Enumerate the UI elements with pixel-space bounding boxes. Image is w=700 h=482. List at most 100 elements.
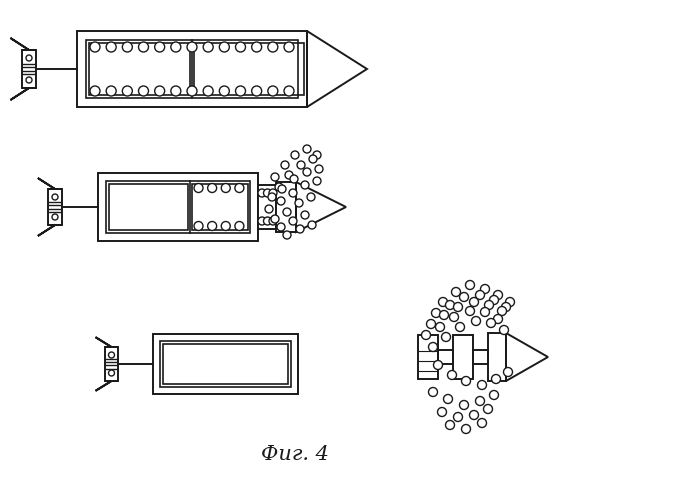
Circle shape xyxy=(489,390,498,400)
Circle shape xyxy=(466,307,475,316)
Circle shape xyxy=(442,333,451,342)
Circle shape xyxy=(484,300,494,309)
Circle shape xyxy=(295,199,303,207)
Circle shape xyxy=(278,185,286,193)
Circle shape xyxy=(303,145,311,153)
Bar xyxy=(89,43,190,95)
Circle shape xyxy=(308,221,316,229)
Circle shape xyxy=(301,211,309,219)
Circle shape xyxy=(486,319,496,327)
Circle shape xyxy=(263,189,272,197)
Circle shape xyxy=(445,420,454,429)
Circle shape xyxy=(271,215,279,223)
Circle shape xyxy=(221,222,230,230)
Circle shape xyxy=(477,380,486,389)
Circle shape xyxy=(438,407,447,416)
Circle shape xyxy=(501,303,510,311)
Circle shape xyxy=(219,86,230,96)
Circle shape xyxy=(445,300,454,309)
Circle shape xyxy=(489,295,498,305)
Circle shape xyxy=(315,165,323,173)
Circle shape xyxy=(433,361,442,370)
Circle shape xyxy=(268,86,278,96)
Circle shape xyxy=(90,86,100,96)
Circle shape xyxy=(313,177,321,185)
Circle shape xyxy=(235,222,244,230)
Circle shape xyxy=(301,181,309,189)
Circle shape xyxy=(491,375,500,384)
Bar xyxy=(438,350,453,364)
Circle shape xyxy=(285,171,293,179)
Circle shape xyxy=(108,370,115,376)
Circle shape xyxy=(440,310,449,320)
Circle shape xyxy=(52,214,58,220)
Bar xyxy=(192,184,248,230)
Circle shape xyxy=(208,184,216,192)
Circle shape xyxy=(258,189,266,197)
Bar xyxy=(106,181,250,233)
Circle shape xyxy=(219,42,230,52)
Circle shape xyxy=(106,42,116,52)
Bar xyxy=(153,334,298,394)
Circle shape xyxy=(290,175,298,183)
Circle shape xyxy=(187,42,197,52)
Circle shape xyxy=(284,86,294,96)
Circle shape xyxy=(454,413,463,421)
Circle shape xyxy=(447,371,456,379)
Bar xyxy=(22,50,36,88)
Circle shape xyxy=(139,42,148,52)
Circle shape xyxy=(461,425,470,433)
Bar xyxy=(98,173,258,241)
Circle shape xyxy=(26,77,32,83)
Circle shape xyxy=(456,322,465,332)
Circle shape xyxy=(449,312,459,321)
Circle shape xyxy=(431,308,440,318)
Circle shape xyxy=(235,184,244,192)
Circle shape xyxy=(470,411,479,419)
Circle shape xyxy=(470,297,479,307)
Circle shape xyxy=(90,42,100,52)
Circle shape xyxy=(500,325,508,335)
Circle shape xyxy=(271,173,279,181)
Circle shape xyxy=(289,217,297,225)
Circle shape xyxy=(428,388,438,397)
Bar xyxy=(418,335,438,379)
Circle shape xyxy=(281,161,289,169)
Bar xyxy=(276,182,296,232)
Circle shape xyxy=(494,314,503,323)
Circle shape xyxy=(484,404,493,414)
Circle shape xyxy=(428,343,438,351)
Bar xyxy=(473,350,488,364)
Circle shape xyxy=(283,208,291,216)
Circle shape xyxy=(171,42,181,52)
Circle shape xyxy=(235,42,246,52)
Circle shape xyxy=(258,217,266,225)
Circle shape xyxy=(26,55,32,61)
Circle shape xyxy=(194,222,203,230)
Circle shape xyxy=(297,161,305,169)
Circle shape xyxy=(203,86,214,96)
Circle shape xyxy=(252,42,262,52)
Circle shape xyxy=(203,42,214,52)
Circle shape xyxy=(461,376,470,386)
Circle shape xyxy=(505,297,514,307)
Circle shape xyxy=(421,331,430,339)
Circle shape xyxy=(155,42,164,52)
Circle shape xyxy=(444,394,452,403)
Circle shape xyxy=(307,193,315,201)
Circle shape xyxy=(435,322,444,332)
Circle shape xyxy=(466,281,475,290)
Circle shape xyxy=(426,320,435,329)
Bar xyxy=(77,31,307,107)
Bar xyxy=(48,189,62,225)
Circle shape xyxy=(194,184,203,192)
Circle shape xyxy=(452,287,461,296)
Bar xyxy=(160,341,291,387)
Circle shape xyxy=(480,284,489,294)
Circle shape xyxy=(494,291,503,299)
Circle shape xyxy=(187,86,197,96)
Text: Фиг. 4: Фиг. 4 xyxy=(261,444,329,464)
Circle shape xyxy=(122,86,132,96)
Circle shape xyxy=(472,317,480,325)
Circle shape xyxy=(122,42,132,52)
